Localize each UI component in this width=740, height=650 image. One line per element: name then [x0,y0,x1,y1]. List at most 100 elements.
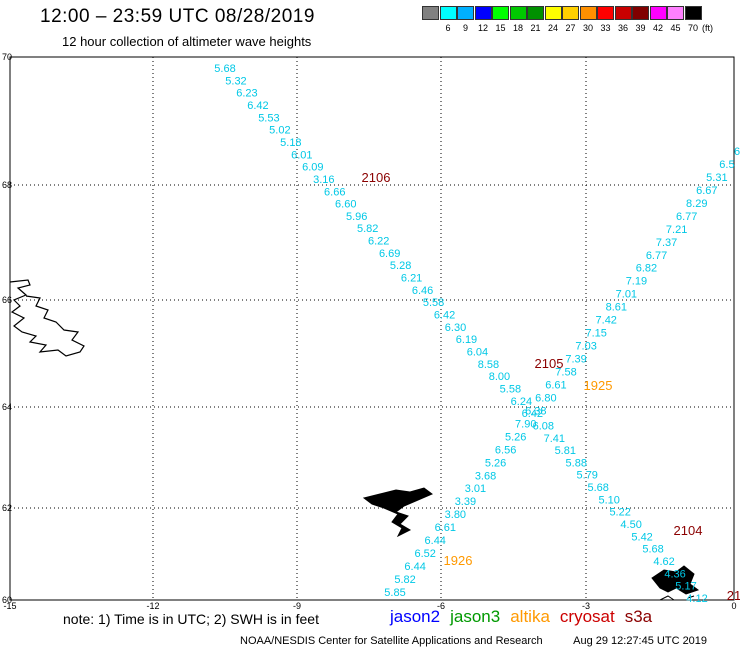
swh-value-desc: 5.68 [214,63,235,75]
footer: NOAA/NESDIS Center for Satellite Applica… [240,635,735,647]
swh-value-asc: 6.61 [435,522,456,534]
satellite-cryosat: cryosat [559,607,615,626]
swh-value-desc: 6.42 [247,100,268,112]
swh-value-asc: 6.44 [425,535,446,547]
swh-value-asc: 6.38 [525,405,546,417]
swh-value-desc: 5.58 [423,297,444,309]
legend-label: 18 [512,23,523,33]
swh-value-asc: 6.82 [636,263,657,275]
swh-value-asc: 6.61 [545,379,566,391]
swh-value-asc: 8.29 [686,198,707,210]
legend-swatch [597,6,614,20]
swh-value-desc: 5.18 [280,137,301,149]
swh-value-asc: 6.80 [535,392,556,404]
swh-value-asc: 7.03 [575,341,596,353]
swh-value-desc: 6.19 [456,334,477,346]
swh-value-desc: 5.17 [675,581,696,593]
note-text: note: 1) Time is in UTC; 2) SWH is in fe… [63,611,319,627]
x-tick-label: -6 [437,601,445,611]
legend-swatch [667,6,684,20]
swh-value-desc: 6.21 [401,273,422,285]
page-subtitle: 12 hour collection of altimeter wave hei… [62,34,312,49]
swh-value-asc: 6.5 [719,159,734,171]
swh-value-desc: 5.82 [357,223,378,235]
swh-value-desc: 5.68 [587,482,608,494]
legend-swatch [579,6,597,20]
legend-swatch [509,6,527,20]
legend-label: 12 [477,23,488,33]
swh-value-asc: 3.80 [445,509,466,521]
x-tick-label: 0 [731,601,736,611]
swh-value-desc: 5.28 [390,260,411,272]
satellite-s3a: s3a [624,607,653,626]
swh-value-asc: 6.67 [696,185,717,197]
x-tick-label: -3 [582,601,590,611]
y-tick-label: 70 [2,52,12,62]
swh-value-asc: 5.82 [394,574,415,586]
swh-value-desc: 5.53 [258,112,279,124]
legend-swatch [422,6,439,20]
legend-label: 9 [462,23,468,33]
legend-swatch [474,6,492,20]
legend-label: 24 [547,23,558,33]
legend-label: 21 [530,23,541,33]
swh-value-desc: 7.41 [544,433,565,445]
swh-value-asc: 5.26 [485,457,506,469]
swh-value-desc: 8.58 [478,359,499,371]
x-tick-label: -12 [146,601,159,611]
orkney-islands [659,595,695,601]
legend-swatch [562,6,579,20]
legend-unit: (ft) [702,23,713,33]
swh-value-desc: 4.12 [686,593,707,605]
x-tick-label: -15 [3,601,16,611]
x-tick-label: -9 [293,601,301,611]
legend-label: 6 [445,23,451,33]
swh-value-desc: 5.22 [609,507,630,519]
swh-value-desc: 5.96 [346,211,367,223]
legend-label: 15 [495,23,506,33]
swh-value-desc: 6.42 [522,408,543,420]
swh-value-desc: 3.16 [313,174,334,186]
legend-label: 45 [670,23,681,33]
altimeter-tracks: 5.685.326.236.425.535.025.186.016.093.16… [214,63,740,605]
pass-label: 2106 [362,170,391,185]
pass-label: 2105 [535,356,564,371]
y-tick-label: 68 [2,180,12,190]
swh-value-asc: 6 [734,146,740,158]
legend-swatch [684,6,702,20]
y-tick-label: 62 [2,503,12,513]
pass-label: 21 [727,588,740,603]
swh-value-desc: 5.58 [500,383,521,395]
swh-value-asc: 3.68 [475,470,496,482]
pass-label: 1926 [444,553,473,568]
swh-value-desc: 4.36 [664,568,685,580]
swh-value-desc: 4.62 [653,556,674,568]
legend-swatch [649,6,667,20]
swh-value-desc: 4.50 [620,519,641,531]
swh-value-asc: 6.56 [495,444,516,456]
pass-label: 1925 [584,378,613,393]
swh-value-asc: 7.37 [656,237,677,249]
swh-value-desc: 6.30 [445,322,466,334]
legend-swatch [544,6,562,20]
shetland-islands [651,565,700,595]
swh-value-asc: 7.39 [565,354,586,366]
legend-swatch [614,6,632,20]
swh-value-asc: 5.26 [505,431,526,443]
y-tick-label: 60 [2,595,12,605]
swh-value-desc: 6.69 [379,248,400,260]
swh-value-asc: 6.77 [646,250,667,262]
swh-value-desc: 5.32 [225,75,246,87]
swh-value-desc: 6.23 [236,88,257,100]
map-grid [10,57,734,600]
swh-value-desc: 5.81 [555,445,576,457]
swh-value-asc: 7.42 [596,315,617,327]
swh-value-asc: 7.21 [666,224,687,236]
satellite-jason3: jason3 [450,607,501,626]
map-frame [9,56,735,601]
swh-value-desc: 5.42 [631,531,652,543]
swh-value-desc: 8.00 [489,371,510,383]
legend-swatch [439,6,457,20]
pass-labels: 2106 2105 1925 2104 1926 21 [362,170,740,603]
faroe-islands [362,487,433,538]
